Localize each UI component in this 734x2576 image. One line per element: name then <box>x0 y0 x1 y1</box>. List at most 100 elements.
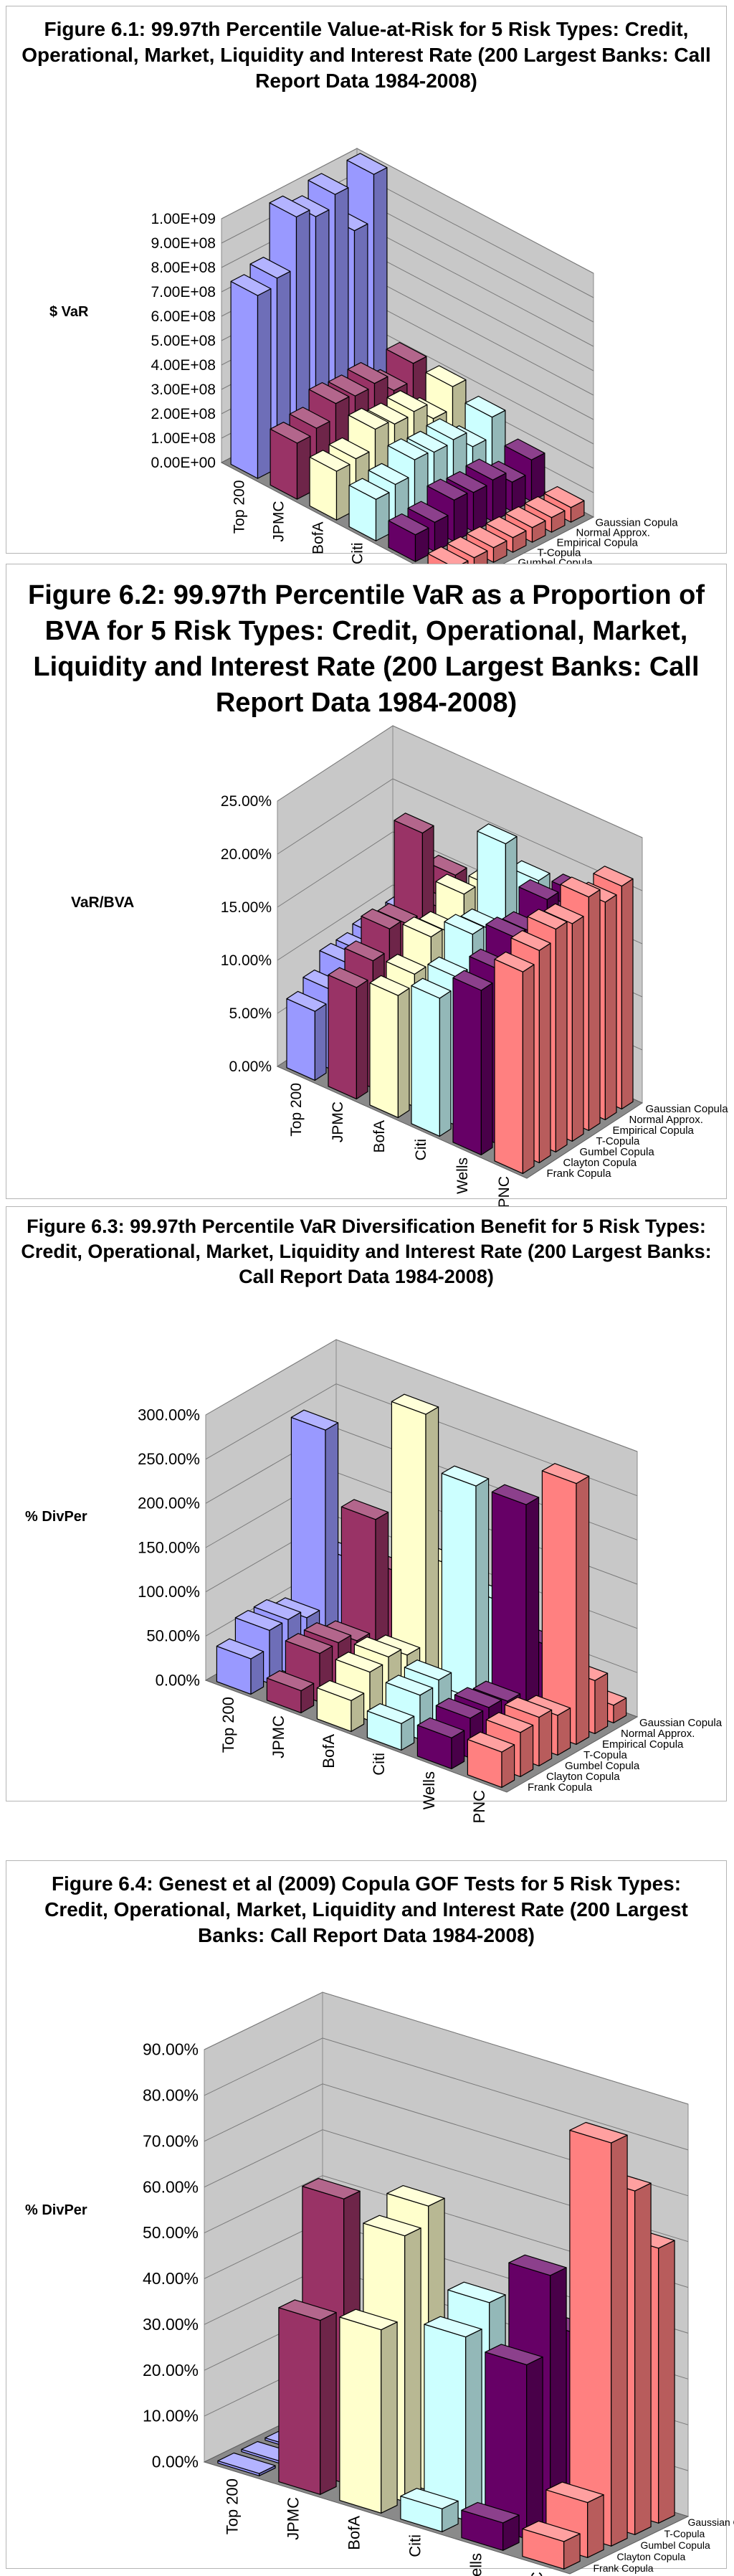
x-tick-label: Citi <box>406 2534 424 2557</box>
bar-top-face <box>447 2281 506 2303</box>
gridline <box>204 2129 689 2243</box>
x-tick-label: Citi <box>370 1753 388 1776</box>
y-tick-label: 15.00% <box>221 899 272 916</box>
bar-side-face <box>634 2182 652 2535</box>
bar <box>411 977 452 1137</box>
bar-top-face <box>527 909 568 930</box>
gridline <box>205 1339 638 1452</box>
gridline <box>204 1992 689 2105</box>
y-tick-label: 9.00E+08 <box>151 235 216 252</box>
bar-top-face <box>249 257 291 279</box>
bar-top-face <box>426 418 467 440</box>
y-tick-label: 7.00E+08 <box>151 284 216 300</box>
series-label: Gaussian Copula <box>688 2516 734 2528</box>
y-tick-label: 80.00% <box>143 2085 199 2104</box>
series-label: Clayton Copula <box>546 1771 620 1783</box>
bar-top-face <box>485 516 527 539</box>
series-label: Normal Approx. <box>629 1114 703 1126</box>
x-tick-label: Wells <box>420 1771 438 1809</box>
x-tick-label: JPMC <box>270 1715 287 1758</box>
y-tick-label: 3.00E+08 <box>151 382 216 398</box>
bar-top-face <box>426 478 468 501</box>
bar-top-face <box>400 2488 459 2509</box>
series-label: Gaussian Copula <box>639 1717 723 1729</box>
bar-top-face <box>524 496 566 518</box>
bar <box>452 970 493 1156</box>
bar-top-face <box>444 914 485 935</box>
bar-side-face <box>571 916 584 1142</box>
chart-title: Figure 6.2: 99.97th Percentile VaR as a … <box>28 580 705 718</box>
y-tick-label: 5.00% <box>229 1005 272 1022</box>
chart-6-3-plot: 0.00% 50.00% 100.00% 150.00% 200.00% 250.00% 3… <box>25 1339 723 1823</box>
x-tick-label: Citi <box>350 543 366 564</box>
bar-top-face <box>386 341 427 364</box>
bar-top-face <box>361 908 401 929</box>
y-tick-label: 4.00E+08 <box>151 357 216 374</box>
bar-top-face <box>335 1652 383 1673</box>
bar-front-face <box>230 280 259 479</box>
bar-side-face <box>257 288 272 479</box>
x-tick-label: Top 200 <box>224 2478 242 2534</box>
bar <box>316 1680 365 1733</box>
bar-front-face <box>278 2307 321 2495</box>
bar-top-face <box>411 977 452 999</box>
bar-top-face <box>466 526 507 549</box>
bar <box>290 1409 339 1652</box>
bar-top-face <box>340 1499 389 1520</box>
series-label: Gumbel Copula <box>580 1146 655 1158</box>
x-tick-label: BofA <box>310 522 327 555</box>
bar-side-face <box>296 435 311 500</box>
bar-top-face <box>522 2520 581 2542</box>
bar-top-face <box>387 438 429 460</box>
y-tick-label: 30.00% <box>143 2315 199 2334</box>
y-tick-label: 90.00% <box>143 2040 199 2059</box>
bar-top-face <box>286 990 327 1012</box>
gridline <box>204 2175 689 2288</box>
bar <box>569 2121 628 2547</box>
bar-side-face <box>555 921 568 1153</box>
x-tick-label: Wells <box>467 2553 485 2576</box>
bar-top-face <box>344 940 385 962</box>
x-tick-label: PNC <box>528 2572 546 2576</box>
bar-top-face <box>452 970 493 991</box>
bar-side-face <box>594 1672 609 1735</box>
bar-side-face <box>658 2240 675 2524</box>
x-tick-label: BofA <box>345 2516 363 2550</box>
bar-top-face <box>454 1687 502 1708</box>
series-label: Empirical Copula <box>602 1738 684 1751</box>
chart-title: Figure 6.1: 99.97th Percentile Value-at-… <box>22 18 711 92</box>
y-tick-label: 1.00E+08 <box>151 430 216 447</box>
bar-top-face <box>504 1697 553 1718</box>
bar <box>391 1393 439 1690</box>
y-tick-label: 70.00% <box>143 2131 199 2150</box>
x-tick-label: Top 200 <box>288 1083 305 1137</box>
bar-top-face <box>303 1622 352 1644</box>
chart-6-1-plot: 0.00E+00 1.00E+08 2.00E+08 3.00E+08 4.00E+08… <box>49 148 678 616</box>
bar-top-face <box>369 975 410 996</box>
y-tick-label: 5.00E+08 <box>151 333 216 349</box>
series-label: T-Copula <box>583 1749 628 1761</box>
bar-top-face <box>368 463 409 486</box>
bar-top-face <box>388 513 429 536</box>
bar-side-face <box>397 988 410 1119</box>
gridline <box>204 2083 689 2197</box>
y-tick-label: 0.00E+00 <box>151 455 216 471</box>
y-axis-label: % DivPer <box>25 1509 87 1525</box>
x-tick-label: JPMC <box>271 501 287 542</box>
bar-side-face <box>453 493 468 542</box>
bar-side-face <box>335 463 351 521</box>
bar-top-face <box>391 1393 439 1415</box>
bar <box>348 478 390 541</box>
y-tick-label: 10.00% <box>143 2407 199 2425</box>
bar-side-face <box>492 473 507 522</box>
series-label: Frank Copula <box>528 1781 593 1794</box>
bar-top-face <box>217 2452 276 2474</box>
y-tick-label: 6.00E+08 <box>151 308 216 325</box>
y-axis-label: % DivPer <box>25 2202 87 2218</box>
gridline <box>221 148 594 274</box>
bar-top-face <box>386 953 426 975</box>
bar-top-face <box>447 536 488 559</box>
bar-front-face <box>424 2324 467 2521</box>
bar <box>522 2520 581 2570</box>
bar-top-face <box>348 478 390 500</box>
